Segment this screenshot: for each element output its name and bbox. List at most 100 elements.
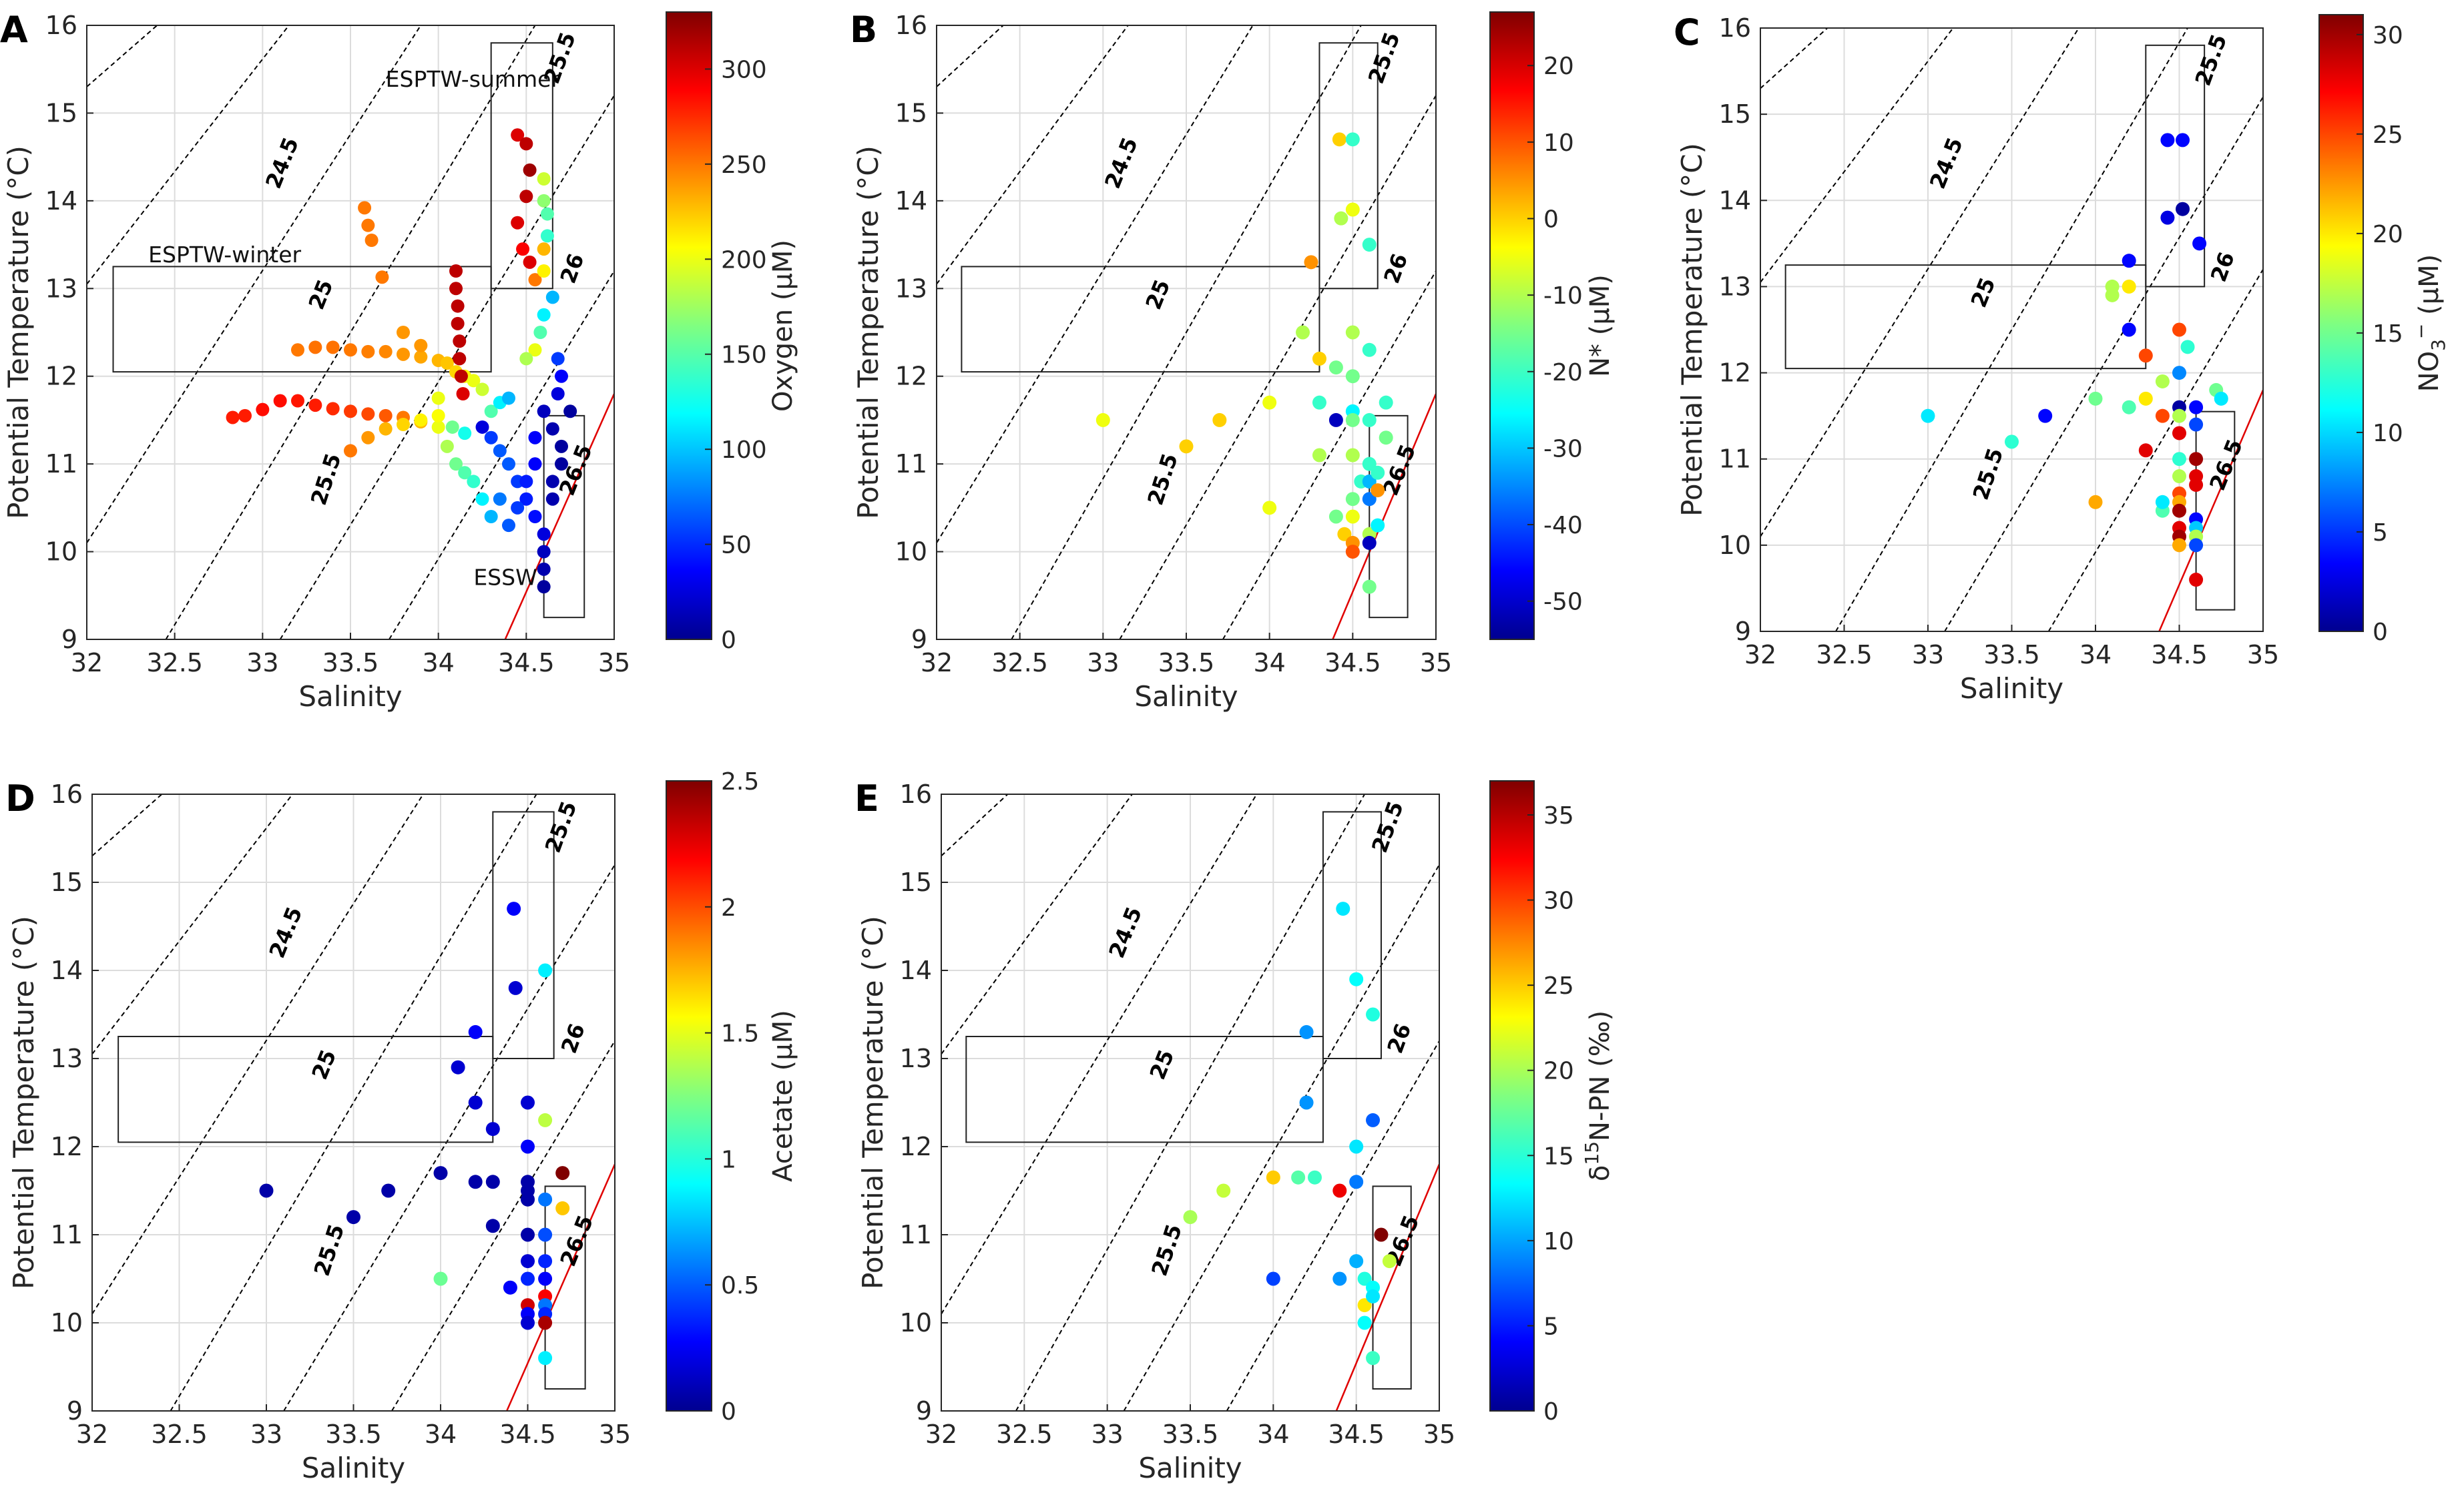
y-tick-label: 12 [45,362,77,391]
data-point [2138,391,2153,406]
data-point [2189,452,2204,467]
data-point [537,562,551,576]
y-tick-label: 16 [45,11,77,40]
colorbar-tick-label: 0 [721,627,736,654]
colorbar-tick-label: -40 [1543,512,1583,539]
x-tick-label: 35 [2247,640,2279,669]
data-point [1357,1298,1372,1313]
y-tick-label: 10 [1719,531,1751,560]
x-tick-label: 33.5 [325,1420,382,1449]
isopycnal-line [941,794,1133,1055]
x-tick-label: 35 [598,648,630,677]
isopycnal-line [941,794,1009,857]
plot-content [941,794,1439,1411]
freezing-reference-line [506,1163,615,1411]
data-point [540,229,554,243]
data-point [2172,452,2186,467]
data-point [451,1060,465,1075]
data-point [2122,400,2136,414]
data-point [291,394,304,408]
data-point [493,444,507,458]
x-tick-label: 34 [1257,1420,1289,1449]
colorbar-title-sup: − [2410,324,2432,339]
data-point [1312,448,1326,463]
isopycnal-line [92,794,424,1315]
x-tick-label: 32.5 [1816,640,1873,669]
data-point [1183,1210,1198,1225]
isopycnal-line [1226,1040,1439,1411]
y-tick-label: 16 [895,11,927,40]
x-tick-label: 34 [1253,648,1285,677]
data-point [2088,495,2103,509]
data-point [2192,236,2207,251]
data-point [545,422,559,436]
colorbar-tick-label: 20 [1543,1058,1574,1085]
colorbar-tick-label: -30 [1543,435,1583,463]
water-mass-label: ESPTW-winter [148,242,301,268]
data-point [468,1175,483,1189]
data-point [433,1271,448,1286]
data-point [1374,1227,1389,1242]
data-point [468,1095,483,1110]
data-point [521,1095,535,1110]
data-point [1328,509,1343,524]
data-point [2138,348,2153,363]
data-point [2176,202,2190,216]
data-point [1304,255,1318,270]
colorbar-title-part: NO [2414,351,2445,392]
colorbar-tick-label: 2.5 [721,768,759,796]
isopycnal-line [92,794,293,1055]
data-point [555,439,568,453]
data-point [507,902,521,916]
colorbar-tick-label: 50 [721,532,752,559]
data-point [2189,417,2204,432]
data-point [467,374,481,388]
isopycnal-line [87,25,290,285]
isopycnal-line [165,25,536,639]
data-point [453,334,467,348]
colorbar-title: NO3− (μM) [2410,254,2449,392]
data-point [1362,238,1377,252]
colorbar-title: Oxygen (μM) [768,240,798,412]
data-point [521,1192,535,1207]
y-tick-label: 11 [895,449,927,479]
colorbar-gradient [1489,780,1535,1412]
data-point [2214,391,2228,406]
colorbar-title-part: δ [1585,1165,1616,1181]
isopycnal-line [2047,269,2263,631]
x-tick-label: 33.5 [322,648,379,677]
isopycnal-line [1835,28,2188,631]
freezing-reference-line [1335,1163,1439,1411]
colorbar-title-unit: (μM) [2414,254,2445,324]
data-point [2189,477,2204,492]
colorbar: 0 50 100 150 200 250 300 Oxygen (μM) [666,11,798,654]
panel-label: E [854,778,879,820]
x-tick-label: 33 [1087,648,1119,677]
data-point [344,343,357,357]
data-point [533,326,547,339]
data-point [545,290,559,304]
isopycnal-line [937,25,1254,543]
colorbar-title-sub: 3 [2427,339,2449,351]
data-point [538,1192,553,1207]
colorbar-tick-label: 0 [2373,619,2388,646]
water-mass-label: ESPTW-summer [386,66,561,92]
data-point [523,163,537,177]
data-point [414,338,428,352]
y-tick-label: 10 [900,1308,932,1337]
data-point [2122,254,2136,268]
x-axis-label: Salinity [1134,680,1238,713]
data-point [538,1113,553,1127]
data-point [1345,509,1360,524]
data-point [1345,325,1360,340]
data-point [485,1175,500,1189]
data-point [521,1139,535,1154]
y-tick-label: 12 [900,1132,932,1161]
data-point [259,1183,274,1198]
data-point [1362,457,1377,471]
y-axis-label: Potential Temperature (°C) [2,145,35,519]
data-point [1299,1024,1314,1039]
water-mass-box [490,42,553,290]
freezing-reference-line [504,393,614,639]
